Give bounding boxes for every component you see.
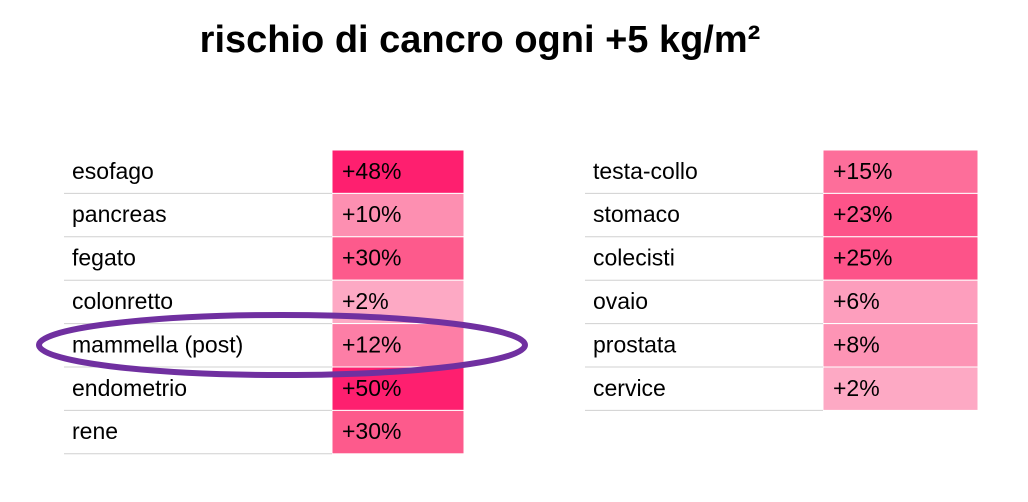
value-cell [822, 323, 979, 368]
row-label: stomaco [593, 201, 680, 227]
value-cell [822, 236, 979, 281]
highlight-ellipse [36, 312, 528, 378]
row-label: pancreas [72, 201, 167, 227]
row-value: +10% [342, 201, 401, 227]
row-value: +15% [833, 158, 892, 184]
row-label: mammella (post) [72, 331, 243, 357]
value-cell [822, 366, 979, 411]
row-value: +48% [342, 158, 401, 184]
row-value: +2% [833, 375, 880, 401]
tables: esofago +48% pancreas +10% fegato +30% colonre… [64, 149, 979, 455]
row-label: fegato [72, 245, 136, 271]
value-cell [331, 409, 465, 455]
value-cell [331, 192, 465, 238]
row-label: colonretto [72, 288, 173, 314]
value-cell [822, 149, 979, 194]
slide-title: rischio di cancro ogni +5 kg/m² [200, 19, 761, 61]
row-label: cervice [593, 375, 666, 401]
row-value: +25% [833, 245, 892, 271]
row-label: prostata [593, 331, 676, 357]
row-label: endometrio [72, 375, 187, 401]
row-label: testa-collo [593, 158, 698, 184]
row-value: +2% [342, 288, 389, 314]
row-value: +50% [342, 375, 401, 401]
row-value: +30% [342, 418, 401, 444]
row-label: esofago [72, 158, 154, 184]
row-label: ovaio [593, 288, 648, 314]
value-cell [331, 149, 465, 194]
row-label: colecisti [593, 245, 675, 271]
row-value: +8% [833, 331, 880, 357]
value-cell [822, 279, 979, 325]
row-value: +23% [833, 201, 892, 227]
row-value: +6% [833, 288, 880, 314]
row-label: rene [72, 418, 118, 444]
row-value: +12% [342, 331, 401, 357]
row-value: +30% [342, 245, 401, 271]
